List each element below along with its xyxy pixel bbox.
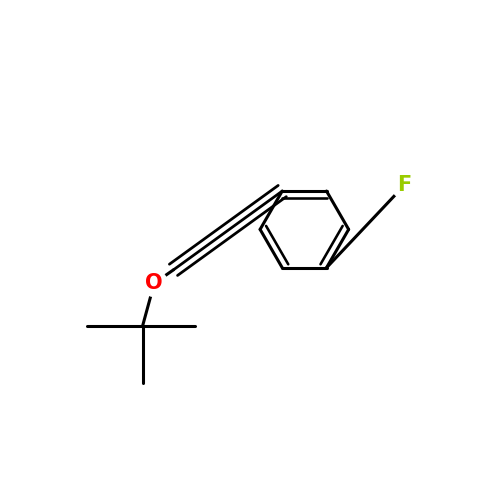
- Text: F: F: [398, 175, 411, 195]
- Text: O: O: [146, 274, 163, 293]
- Point: [400, 181, 408, 189]
- Point: [150, 280, 158, 287]
